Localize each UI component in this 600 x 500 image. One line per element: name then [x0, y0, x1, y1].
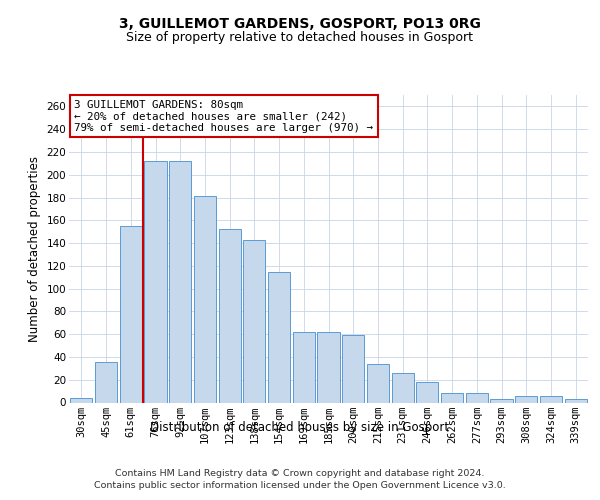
Y-axis label: Number of detached properties: Number of detached properties — [28, 156, 41, 342]
Bar — [490, 399, 512, 402]
Bar — [392, 373, 414, 402]
Bar — [342, 336, 364, 402]
Bar — [293, 332, 315, 402]
Bar — [218, 230, 241, 402]
Bar — [243, 240, 265, 402]
Bar — [515, 396, 538, 402]
Bar — [95, 362, 117, 403]
Bar — [367, 364, 389, 403]
Bar — [317, 332, 340, 402]
Bar — [466, 394, 488, 402]
Bar — [145, 161, 167, 402]
Bar — [441, 394, 463, 402]
Bar — [416, 382, 439, 402]
Text: Distribution of detached houses by size in Gosport: Distribution of detached houses by size … — [151, 421, 449, 434]
Bar — [268, 272, 290, 402]
Text: Size of property relative to detached houses in Gosport: Size of property relative to detached ho… — [127, 31, 473, 44]
Bar — [194, 196, 216, 402]
Bar — [540, 396, 562, 402]
Text: 3, GUILLEMOT GARDENS, GOSPORT, PO13 0RG: 3, GUILLEMOT GARDENS, GOSPORT, PO13 0RG — [119, 18, 481, 32]
Text: 3 GUILLEMOT GARDENS: 80sqm
← 20% of detached houses are smaller (242)
79% of sem: 3 GUILLEMOT GARDENS: 80sqm ← 20% of deta… — [74, 100, 373, 133]
Bar — [119, 226, 142, 402]
Text: Contains public sector information licensed under the Open Government Licence v3: Contains public sector information licen… — [94, 481, 506, 490]
Bar — [169, 161, 191, 402]
Text: Contains HM Land Registry data © Crown copyright and database right 2024.: Contains HM Land Registry data © Crown c… — [115, 469, 485, 478]
Bar — [565, 399, 587, 402]
Bar — [70, 398, 92, 402]
